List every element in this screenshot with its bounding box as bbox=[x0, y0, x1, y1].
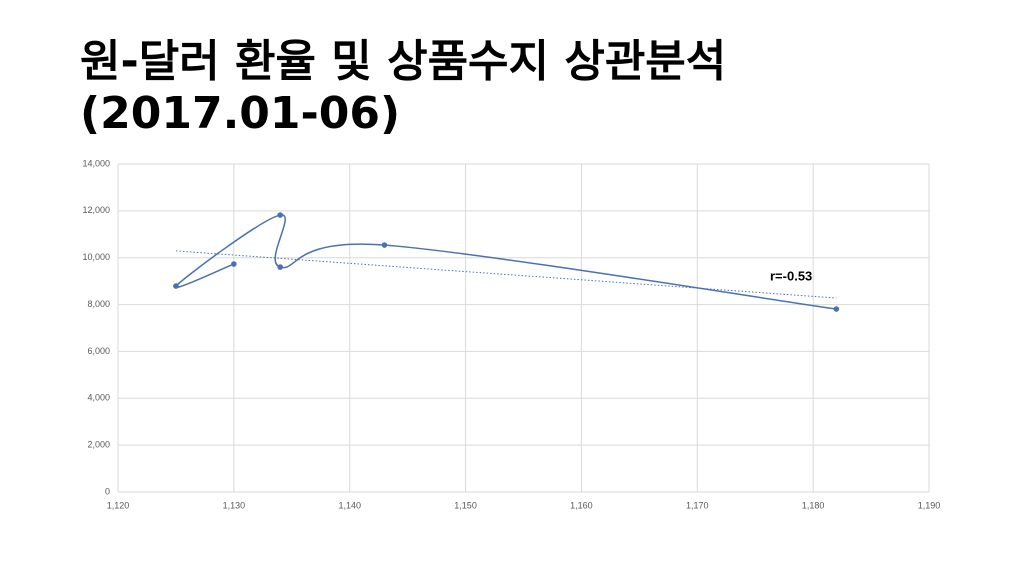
x-tick-label: 1,190 bbox=[918, 500, 941, 510]
point bbox=[231, 261, 237, 267]
point bbox=[173, 283, 179, 289]
y-tick-label: 2,000 bbox=[87, 440, 110, 450]
annotation: r=-0.53 bbox=[770, 268, 812, 283]
title-line: (2017.01-06) bbox=[80, 88, 401, 139]
y-tick-label: 6,000 bbox=[87, 346, 110, 356]
x-tick-label: 1,160 bbox=[570, 500, 593, 510]
point bbox=[833, 306, 840, 312]
y-tick-label: 0 bbox=[105, 486, 110, 496]
x-tick-label: 1,140 bbox=[338, 500, 361, 510]
y-tick-label: 10,000 bbox=[82, 252, 110, 262]
title-line: 원-달러 환율 및 상품수지 상관분석 bbox=[80, 36, 727, 87]
point bbox=[381, 242, 388, 248]
y-tick-label: 4,000 bbox=[87, 393, 110, 403]
point bbox=[277, 264, 284, 270]
point bbox=[277, 212, 284, 218]
series-line bbox=[174, 214, 837, 310]
y-tick-label: 12,000 bbox=[82, 205, 110, 215]
x-tick-label: 1,120 bbox=[107, 500, 130, 510]
x-tick-label: 1,150 bbox=[454, 500, 477, 510]
y-tick-label: 14,000 bbox=[82, 158, 110, 168]
y-tick-label: 8,000 bbox=[87, 299, 110, 309]
x-tick-label: 1,170 bbox=[686, 500, 709, 510]
x-tick-label: 1,130 bbox=[223, 500, 246, 510]
x-tick-label: 1,180 bbox=[802, 500, 825, 510]
